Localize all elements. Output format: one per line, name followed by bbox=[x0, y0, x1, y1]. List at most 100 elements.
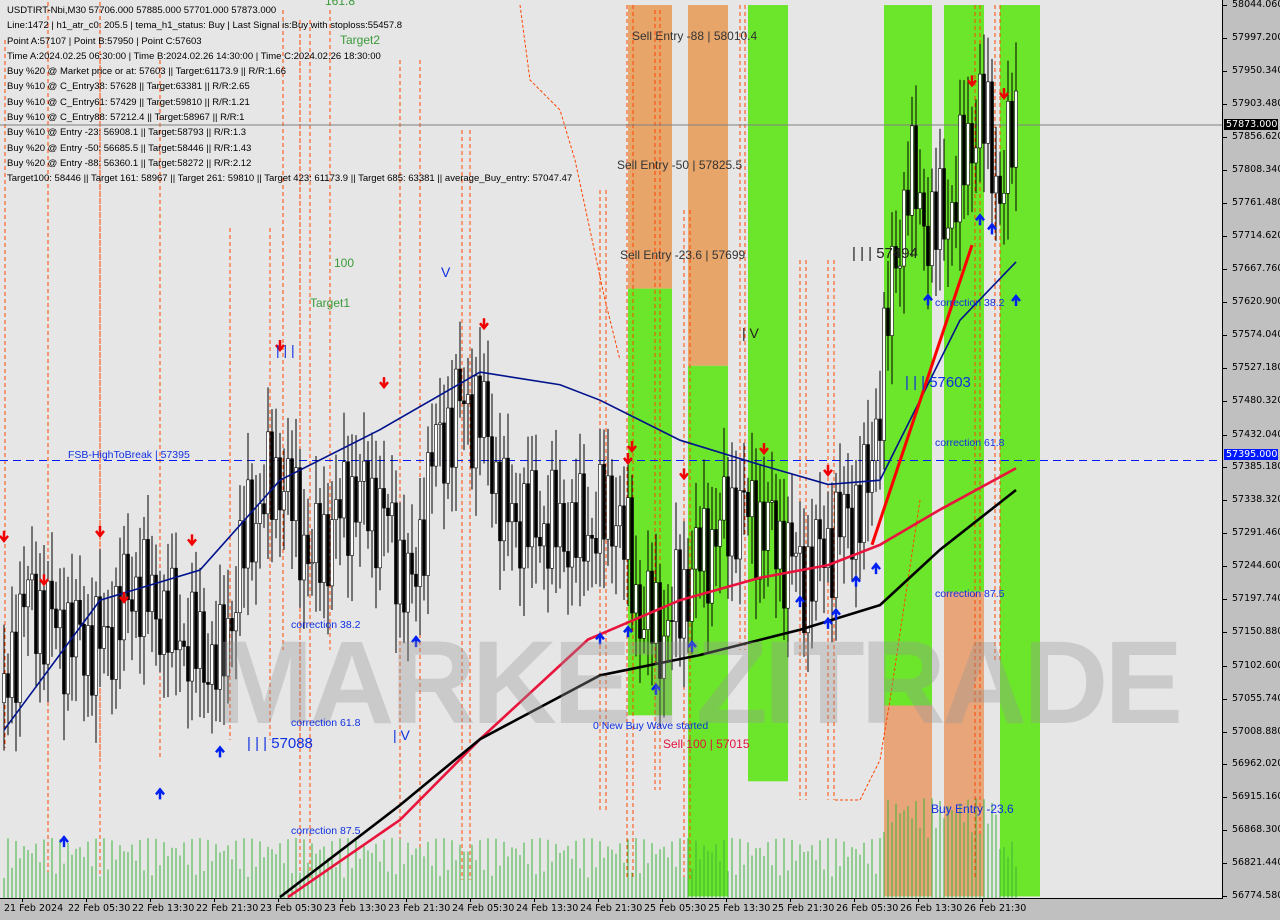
time-tick bbox=[790, 898, 791, 902]
buy-arrow-icon bbox=[651, 682, 661, 695]
info-line: Time A:2024.02.25 06:30:00 | Time B:2024… bbox=[7, 50, 381, 62]
candle bbox=[354, 476, 358, 523]
time-tick-label: 24 Feb 05:30 bbox=[452, 903, 515, 914]
candle bbox=[178, 640, 182, 651]
candle bbox=[486, 381, 490, 437]
candle bbox=[14, 631, 18, 703]
candle bbox=[158, 618, 162, 655]
indicator-dashed-line bbox=[739, 5, 746, 650]
ma-line-blue bbox=[3, 261, 1017, 731]
candle bbox=[478, 375, 482, 438]
candle bbox=[706, 508, 710, 604]
buy-arrow-icon bbox=[831, 607, 841, 620]
candle bbox=[274, 457, 278, 520]
candle bbox=[350, 476, 354, 556]
candle bbox=[430, 452, 434, 467]
time-tick-label: 25 Feb 21:30 bbox=[772, 903, 835, 914]
candle bbox=[1010, 100, 1014, 168]
candle bbox=[842, 493, 846, 538]
correction-618-left-label: correction 61.8 bbox=[291, 717, 361, 729]
candle bbox=[618, 505, 622, 527]
candle bbox=[422, 519, 426, 576]
info-line: USDTIRT-Nbi,M30 57706.000 57885.000 5770… bbox=[7, 5, 277, 16]
candle bbox=[622, 505, 626, 560]
price-tick bbox=[1222, 236, 1227, 238]
sell-entry-88-label: Sell Entry -88 | 58010.4 bbox=[632, 29, 758, 43]
candle bbox=[858, 484, 862, 543]
candle bbox=[602, 464, 606, 540]
candle bbox=[782, 520, 786, 609]
candle bbox=[694, 527, 698, 570]
candle bbox=[318, 503, 322, 583]
correction-382-label: correction 38.2 bbox=[935, 297, 1005, 309]
candle bbox=[474, 375, 478, 469]
info-line: Line:1472 | h1_atr_c0: 205.5 | tema_h1_s… bbox=[7, 20, 403, 32]
candle bbox=[786, 522, 790, 609]
buy-arrow-icon bbox=[823, 616, 833, 629]
wave-5-label: V bbox=[441, 264, 451, 280]
candle bbox=[634, 584, 638, 614]
price-tick-label: 56962.020 bbox=[1232, 758, 1280, 770]
candle bbox=[854, 484, 858, 560]
price-tick bbox=[1222, 566, 1227, 568]
chart-area[interactable]: MARKETZITRADE USDTIRT-Nbi,M30 57706.000 … bbox=[0, 0, 1223, 899]
indicator-dashed-line bbox=[399, 60, 421, 880]
candle bbox=[406, 552, 410, 613]
candle bbox=[798, 546, 802, 554]
time-tick bbox=[726, 898, 727, 902]
candle bbox=[262, 503, 266, 515]
candle bbox=[638, 584, 642, 639]
candle bbox=[938, 168, 942, 250]
candle bbox=[330, 519, 334, 587]
time-tick bbox=[854, 898, 855, 902]
time-tick-label: 26 Feb 13:30 bbox=[900, 903, 963, 914]
price-tick-label: 57620.900 bbox=[1232, 296, 1280, 307]
candle bbox=[646, 570, 650, 630]
candle bbox=[838, 491, 842, 538]
candle bbox=[754, 480, 758, 580]
sell-arrow-icon bbox=[823, 464, 833, 477]
price-tick bbox=[1222, 533, 1227, 535]
candle bbox=[74, 600, 78, 658]
candle bbox=[670, 620, 674, 622]
candle bbox=[598, 464, 602, 554]
price-tick-label: 57008.880 bbox=[1232, 725, 1280, 737]
candle bbox=[850, 507, 854, 560]
time-tick-label: 24 Feb 13:30 bbox=[516, 903, 579, 914]
price-tick bbox=[1222, 599, 1227, 600]
time-tick bbox=[534, 898, 535, 902]
ma-line-black bbox=[279, 489, 1017, 898]
candle bbox=[974, 147, 978, 164]
candle bbox=[654, 582, 658, 644]
candle bbox=[338, 499, 342, 519]
candle bbox=[294, 467, 298, 521]
price-tick bbox=[1222, 698, 1227, 700]
sell-arrow-icon bbox=[39, 574, 49, 587]
candle bbox=[42, 590, 46, 665]
candle bbox=[534, 470, 538, 538]
candle bbox=[66, 602, 70, 695]
price-tick bbox=[1222, 334, 1227, 336]
candle bbox=[10, 631, 14, 698]
candle bbox=[738, 490, 742, 560]
info-panel: USDTIRT-Nbi,M30 57706.000 57885.000 5770… bbox=[7, 3, 572, 187]
candle bbox=[246, 479, 250, 569]
candle bbox=[210, 644, 214, 685]
candle bbox=[234, 612, 238, 632]
buy-arrow-icon bbox=[595, 632, 605, 645]
target-1618-label: 161.8 bbox=[325, 0, 356, 8]
candle bbox=[62, 609, 66, 695]
candle bbox=[110, 627, 114, 680]
candle bbox=[190, 591, 194, 682]
candle bbox=[750, 480, 754, 517]
candle bbox=[378, 488, 382, 569]
candle bbox=[678, 549, 682, 639]
time-tick-label: 25 Feb 05:30 bbox=[644, 903, 707, 914]
info-line: Buy %10 @ Entry -23: 56908.1 || Target:5… bbox=[7, 127, 247, 139]
candle bbox=[302, 534, 306, 581]
candle bbox=[78, 600, 82, 625]
candle bbox=[926, 225, 930, 266]
candle bbox=[930, 191, 934, 266]
indicator-dashed-line bbox=[994, 5, 1001, 660]
candle bbox=[374, 477, 378, 569]
